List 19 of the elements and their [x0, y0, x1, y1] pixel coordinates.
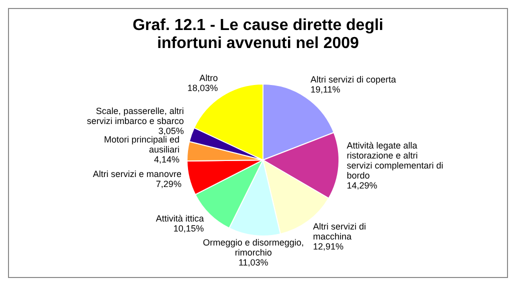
slice-label: Motori principali ed ausiliari — [104, 134, 180, 155]
slice-label: Ormeggio e disormeggio, rimorchio — [202, 238, 304, 258]
slice-label: Altri servizi di macchina — [312, 222, 366, 242]
slice-label: Attività ittica — [156, 214, 204, 224]
chart-title: Graf. 12.1 - Le cause dirette degli infortuni avvenuti nel 2009 — [132, 17, 384, 53]
data-label: 4,14% — [154, 154, 180, 165]
data-label: 3,05% — [158, 126, 184, 136]
data-label: 10,15% — [173, 224, 204, 234]
slice-label: Altri servizi di coperta — [310, 75, 396, 86]
data-label: 11,03% — [238, 258, 268, 268]
slice-label: Scale, passerelle, altri servizi imbarco e sbarco — [86, 106, 184, 126]
slice-label: Altro — [199, 73, 218, 84]
data-label: 7,29% — [156, 180, 182, 190]
slice-label: Altri servizi e manovre — [92, 170, 182, 180]
data-label: 19,11% — [310, 85, 340, 96]
data-label: 18,03% — [187, 83, 218, 94]
data-label: 14,29% — [346, 180, 378, 191]
slice-label: Attività legate alla ristorazione e altri servizi complementari di bordo — [346, 140, 444, 181]
data-label: 12,91% — [312, 242, 344, 252]
